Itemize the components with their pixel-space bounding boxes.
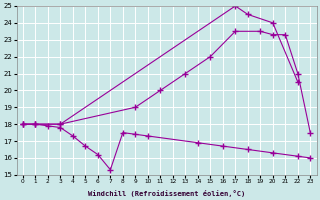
X-axis label: Windchill (Refroidissement éolien,°C): Windchill (Refroidissement éolien,°C) — [88, 190, 245, 197]
